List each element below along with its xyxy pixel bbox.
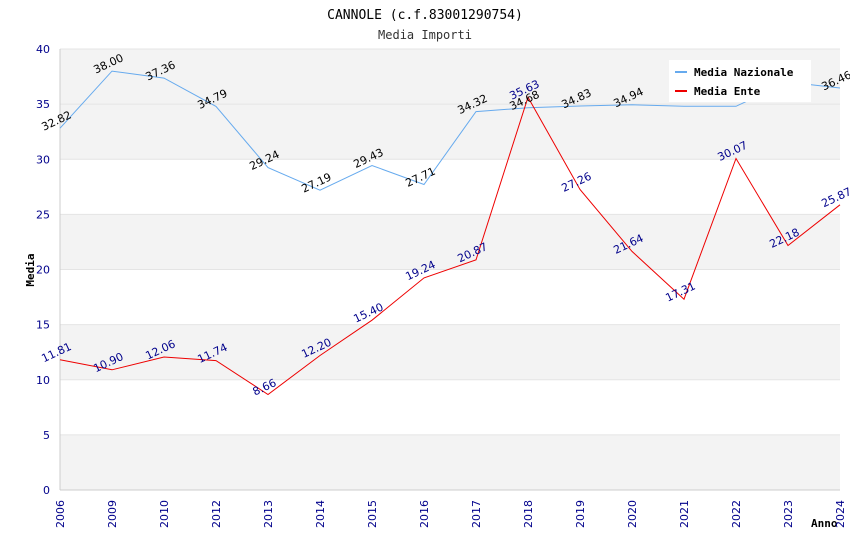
background-bands bbox=[60, 49, 840, 490]
band bbox=[60, 214, 840, 270]
y-tick-label: 20 bbox=[36, 264, 50, 277]
series-line-media-ente bbox=[59, 95, 841, 396]
x-tick-label: 2006 bbox=[54, 500, 67, 528]
x-tick-label: 2009 bbox=[106, 500, 119, 528]
x-tick-label: 2019 bbox=[574, 500, 587, 528]
legend-entry: Media Nazionale bbox=[694, 66, 794, 79]
y-tick-label: 25 bbox=[36, 208, 50, 221]
x-tick-label: 2020 bbox=[626, 500, 639, 528]
band bbox=[60, 324, 840, 380]
band bbox=[60, 159, 840, 215]
y-tick-label: 35 bbox=[36, 98, 50, 111]
y-axis-ticks: 0 5 10 15 20 25 30 35 40 bbox=[36, 43, 50, 497]
x-tick-label: 2022 bbox=[730, 500, 743, 528]
x-tick-label: 2013 bbox=[262, 500, 275, 528]
y-tick-label: 10 bbox=[36, 374, 50, 387]
legend-box bbox=[669, 60, 811, 102]
y-tick-label: 40 bbox=[36, 43, 50, 56]
y-axis-label: Media bbox=[24, 253, 37, 286]
chart-subtitle: Media Importi bbox=[378, 28, 472, 42]
y-tick-label: 30 bbox=[36, 153, 50, 166]
x-axis-ticks: 2006 2009 2010 2012 2013 2014 2015 2016 2017 2018… bbox=[54, 500, 847, 528]
x-tick-label: 2015 bbox=[366, 500, 379, 528]
band bbox=[60, 269, 840, 325]
x-tick-label: 2021 bbox=[678, 500, 691, 528]
legend: Media Nazionale Media Ente bbox=[669, 60, 811, 102]
band bbox=[60, 104, 840, 160]
y-tick-label: 5 bbox=[43, 429, 50, 442]
y-tick-label: 15 bbox=[36, 319, 50, 332]
chart-title: CANNOLE (c.f.83001290754) bbox=[327, 8, 523, 23]
y-tick-label: 0 bbox=[43, 484, 50, 497]
x-tick-label: 2012 bbox=[210, 500, 223, 528]
gridlines bbox=[59, 48, 840, 491]
x-axis-label: Anno bbox=[811, 517, 838, 530]
x-tick-label: 2014 bbox=[314, 500, 327, 528]
series-line-media-nazionale bbox=[59, 70, 841, 191]
x-tick-label: 2017 bbox=[470, 500, 483, 528]
x-tick-label: 2010 bbox=[158, 500, 171, 528]
band bbox=[60, 434, 840, 490]
x-tick-label: 2023 bbox=[782, 500, 795, 528]
series-lines bbox=[59, 70, 841, 396]
x-tick-label: 2016 bbox=[418, 500, 431, 528]
band bbox=[60, 379, 840, 435]
legend-entry: Media Ente bbox=[694, 85, 761, 98]
x-tick-label: 2024 bbox=[834, 500, 847, 528]
x-tick-label: 2018 bbox=[522, 500, 535, 528]
